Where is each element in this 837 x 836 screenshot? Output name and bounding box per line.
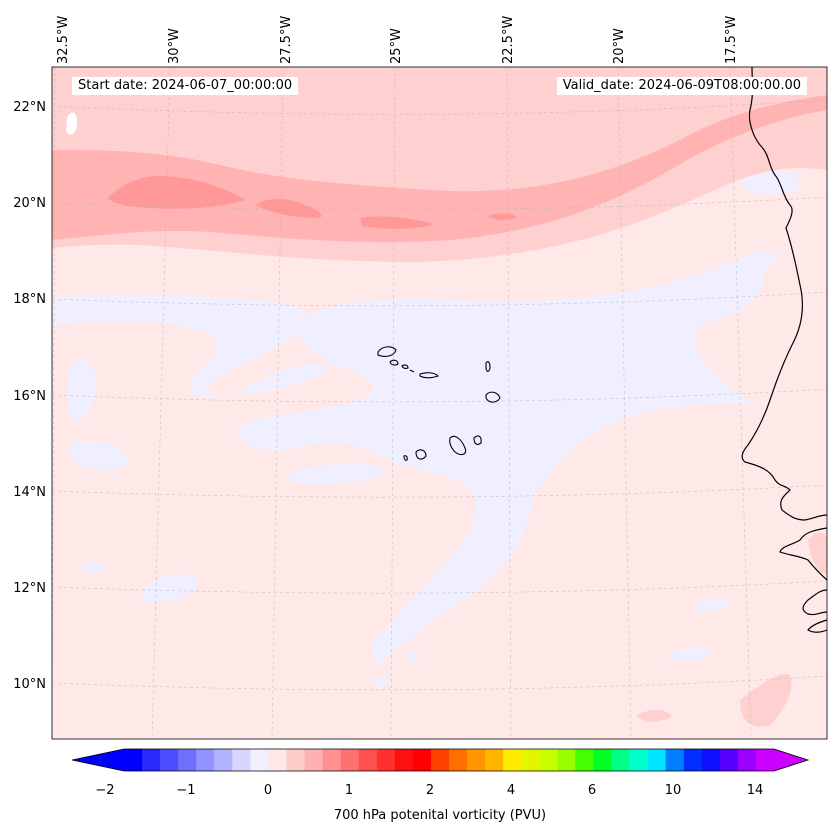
cbar-tick-4: 4 bbox=[507, 783, 515, 798]
colorbar-segment bbox=[593, 749, 612, 771]
pv-negative-region-6 bbox=[740, 171, 800, 195]
colorbar-segment bbox=[142, 749, 161, 771]
pv-band-medium bbox=[52, 95, 827, 243]
cbar-tick-6: 6 bbox=[588, 783, 596, 798]
cbar-tick-0: 0 bbox=[264, 783, 272, 798]
lat-label-14n: 14°N bbox=[13, 485, 46, 500]
latitude-labels: 22°N 20°N 18°N 16°N 14°N 12°N 10°N bbox=[13, 100, 46, 692]
lat-label-16n: 16°N bbox=[13, 389, 46, 404]
lon-label-30w: 30°W bbox=[167, 28, 182, 64]
pv-band-strong-2 bbox=[255, 198, 322, 218]
lon-label-27-5w: 27.5°W bbox=[279, 16, 294, 64]
lon-label-32-5w: 32.5°W bbox=[56, 16, 71, 64]
lon-label-25w: 25°W bbox=[389, 28, 404, 64]
coastline-africa bbox=[741, 66, 828, 633]
start-date-label: Start date: 2024-06-07_00:00:00 bbox=[72, 77, 299, 95]
colorbar-segment bbox=[214, 749, 233, 771]
colorbar-segment bbox=[394, 749, 414, 771]
pv-negative-region-10 bbox=[668, 647, 712, 662]
colorbar-segment bbox=[160, 749, 179, 771]
colorbar-segment bbox=[467, 749, 486, 771]
lon-label-20w: 20°W bbox=[612, 28, 627, 64]
cape-verde-islands bbox=[377, 346, 501, 461]
pv-band-strong-3 bbox=[360, 216, 435, 229]
lat-label-12n: 12°N bbox=[13, 581, 46, 596]
colorbar-segment bbox=[196, 749, 215, 771]
valid-date-label: Valid_date: 2024-06-09T08:00:00.00 bbox=[556, 77, 807, 95]
pv-band-strong-4 bbox=[488, 213, 518, 220]
colorbar-segment bbox=[250, 749, 269, 771]
cbar-tick-10: 10 bbox=[665, 783, 682, 798]
lat-label-10n: 10°N bbox=[13, 677, 46, 692]
colorbar-segment bbox=[322, 749, 342, 771]
colorbar-outline bbox=[71, 748, 810, 772]
colorbar bbox=[71, 748, 810, 772]
colorbar-segment bbox=[611, 749, 630, 771]
colorbar-segment bbox=[124, 749, 143, 771]
colorbar-segment bbox=[178, 749, 197, 771]
colorbar-title: 700 hPa potenital vorticity (PVU) bbox=[333, 808, 547, 823]
pv-band-strong-1 bbox=[108, 175, 245, 209]
colorbar-segment bbox=[412, 749, 432, 771]
longitude-labels: 32.5°W 30°W 27.5°W 25°W 22.5°W 20°W 17.5… bbox=[56, 16, 739, 64]
colorbar-tick-labels: −2 −1 0 1 2 4 6 10 14 bbox=[95, 783, 763, 798]
colorbar-segment bbox=[719, 749, 739, 771]
colorbar-segment bbox=[647, 749, 667, 771]
pv-negative-region-1 bbox=[52, 250, 780, 665]
colorbar-segment bbox=[232, 749, 251, 771]
pv-negative-region-3 bbox=[68, 440, 128, 471]
colorbar-segment bbox=[376, 749, 396, 771]
colorbar-segment bbox=[485, 749, 504, 771]
colorbar-segment bbox=[358, 749, 378, 771]
cbar-tick-1: 1 bbox=[345, 783, 353, 798]
cbar-tick-neg2: −2 bbox=[95, 783, 114, 798]
colorbar-extend-max bbox=[774, 749, 808, 771]
pv-negative-region-12 bbox=[372, 676, 391, 688]
colorbar-segment bbox=[701, 749, 721, 771]
pv-negative-region-11 bbox=[405, 652, 420, 662]
pv-negative-region-2 bbox=[66, 360, 96, 422]
colorbar-segment bbox=[503, 749, 522, 771]
colorbar-segment bbox=[304, 749, 324, 771]
lon-label-22-5w: 22.5°W bbox=[501, 16, 516, 64]
gridlines bbox=[51, 66, 828, 740]
pv-negative-region-4 bbox=[289, 464, 390, 485]
colorbar-segment bbox=[737, 749, 757, 771]
pv-positive-patch-2 bbox=[636, 710, 672, 722]
colorbar-segment bbox=[557, 749, 576, 771]
pv-positive-patch-3 bbox=[808, 532, 827, 575]
lat-label-20n: 20°N bbox=[13, 196, 46, 211]
colorbar-segment bbox=[430, 749, 450, 771]
colorbar-segment bbox=[340, 749, 360, 771]
colorbar-segment bbox=[268, 749, 287, 771]
pv-positive-patch-1 bbox=[740, 674, 792, 727]
pv-negative-region-9 bbox=[695, 599, 730, 612]
cbar-tick-neg1: −1 bbox=[176, 783, 195, 798]
colorbar-segment bbox=[629, 749, 649, 771]
colorbar-segment bbox=[665, 749, 685, 771]
lat-label-18n: 18°N bbox=[13, 292, 46, 307]
pv-negative-region-5 bbox=[660, 265, 764, 326]
colorbar-segment bbox=[286, 749, 305, 771]
map-frame bbox=[51, 66, 828, 740]
cbar-tick-2: 2 bbox=[426, 783, 434, 798]
cbar-tick-14: 14 bbox=[747, 783, 764, 798]
pv-negative-region-8 bbox=[82, 562, 106, 575]
colorbar-segment bbox=[683, 749, 703, 771]
colorbar-segment bbox=[521, 749, 540, 771]
colorbar-extend-min bbox=[72, 749, 124, 771]
lat-label-22n: 22°N bbox=[13, 100, 46, 115]
colorbar-segment bbox=[575, 749, 594, 771]
map-area bbox=[51, 66, 828, 740]
lon-label-17-5w: 17.5°W bbox=[724, 16, 739, 64]
colorbar-segment bbox=[755, 749, 775, 771]
colorbar-segment bbox=[449, 749, 468, 771]
colorbar-segment bbox=[539, 749, 558, 771]
pv-near-zero-spot bbox=[66, 112, 78, 135]
